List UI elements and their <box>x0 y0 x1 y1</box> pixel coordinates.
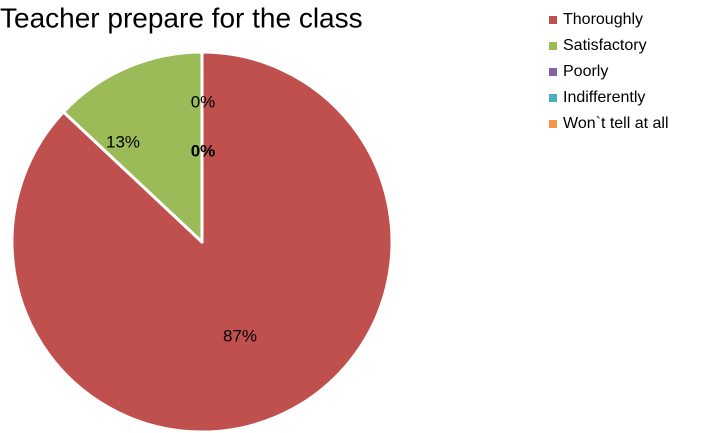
legend-label: Thoroughly <box>563 11 643 28</box>
legend-label: Won`t tell at all <box>563 115 669 132</box>
legend-swatch <box>549 68 557 76</box>
legend-label: Indifferently <box>563 89 645 106</box>
data-label: 13% <box>106 132 140 151</box>
data-label: 0% <box>191 141 216 160</box>
legend-swatch <box>549 120 557 128</box>
legend-swatch <box>549 94 557 102</box>
legend-label: Poorly <box>563 63 608 80</box>
data-label: 87% <box>223 326 257 345</box>
legend-swatch <box>549 16 557 24</box>
chart-title: Teacher prepare for the class <box>0 2 363 33</box>
data-label: 0% <box>191 92 216 111</box>
legend-label: Satisfactory <box>563 37 647 54</box>
pie-slice <box>61 50 204 244</box>
legend-swatch <box>549 42 557 50</box>
